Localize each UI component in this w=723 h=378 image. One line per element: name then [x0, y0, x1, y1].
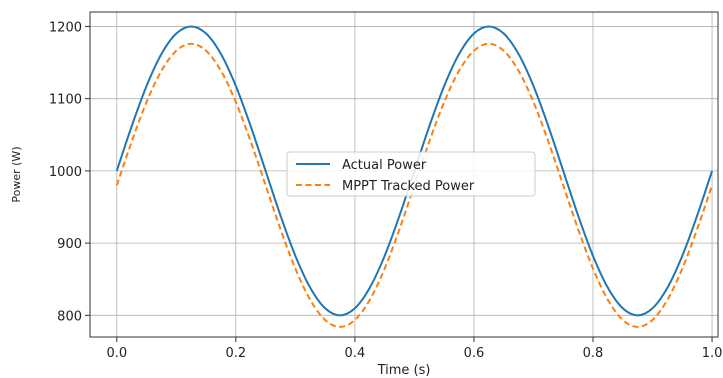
y-tick-label: 800 — [57, 309, 82, 324]
x-tick-label: 0.8 — [583, 346, 604, 361]
y-tick-label: 1200 — [49, 20, 82, 35]
legend-label-actual-power: Actual Power — [342, 158, 427, 173]
legend-label-mppt-tracked-power: MPPT Tracked Power — [342, 179, 475, 194]
x-tick-label: 0.6 — [464, 346, 485, 361]
x-tick-label: 0.0 — [106, 346, 127, 361]
axis-ticks: 0.0 0.2 0.4 0.6 0.8 1.0 800 900 1000 1100 1200 — [49, 20, 722, 361]
legend: Actual Power MPPT Tracked Power — [286, 151, 536, 197]
x-axis-label: Time (s) — [377, 363, 431, 378]
y-tick-label: 900 — [57, 237, 82, 252]
y-axis-label: Power (W) — [10, 146, 23, 202]
y-tick-label: 1100 — [49, 93, 82, 108]
legend-box — [286, 151, 536, 197]
plot-frame — [89, 11, 719, 338]
x-tick-label: 1.0 — [702, 346, 723, 361]
x-tick-label: 0.4 — [345, 346, 366, 361]
y-tick-label: 1000 — [49, 165, 82, 180]
x-tick-label: 0.2 — [225, 346, 246, 361]
